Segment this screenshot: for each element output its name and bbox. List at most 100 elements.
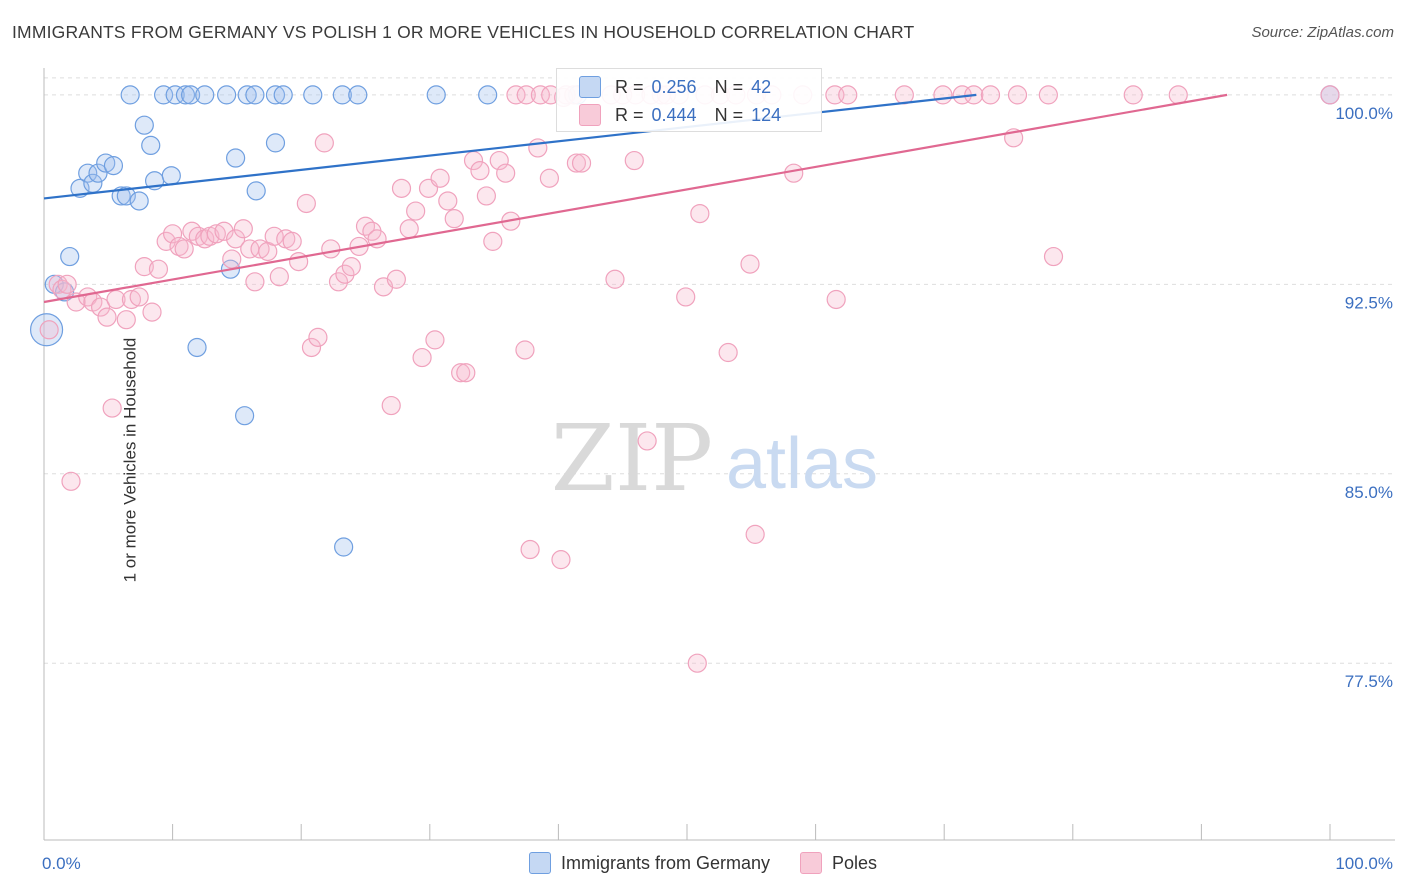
stats-r-label: R =: [615, 104, 644, 125]
poles-point: [539, 168, 559, 188]
x-tick-labels: 0.0% 100.0%: [42, 854, 1393, 873]
poles-point: [516, 85, 536, 105]
legend-swatch-germany: [528, 852, 551, 874]
y-tick-label: 85.0%: [1345, 483, 1393, 502]
poles-point: [328, 272, 349, 292]
germany-trend-line: [43, 93, 977, 200]
poles-point: [425, 330, 445, 350]
chart-legend: Immigrants from Germany Poles: [0, 852, 1406, 874]
poles-point: [838, 85, 858, 105]
poles-point: [438, 191, 458, 211]
germany-point: [96, 153, 116, 173]
poles-point: [566, 153, 587, 173]
poles-point: [245, 272, 265, 292]
poles-point: [470, 161, 490, 181]
germany-point: [181, 85, 201, 105]
poles-point: [1038, 85, 1058, 105]
poles-trend-line: [43, 93, 1228, 304]
y-tick-label: 77.5%: [1345, 672, 1393, 691]
poles-point: [214, 221, 234, 241]
poles-point: [430, 168, 450, 188]
poles-point: [451, 363, 471, 383]
stats-row-poles: R = 0.444 N = 124: [579, 101, 781, 129]
germany-point: [103, 156, 124, 176]
poles-point: [676, 287, 696, 307]
poles-point: [1320, 85, 1340, 105]
poles-point: [269, 267, 289, 287]
stats-n-value-poles: 124: [751, 104, 782, 125]
germany-point: [29, 313, 64, 347]
watermark-zip: ZIP: [551, 405, 713, 512]
poles-point: [745, 524, 765, 544]
stats-swatch-poles: [579, 104, 601, 126]
series-poles-points: [39, 85, 1340, 673]
x-tick-label: 0.0%: [42, 854, 81, 873]
germany-point: [60, 246, 80, 267]
poles-point: [296, 193, 316, 214]
y-tick-label: 100.0%: [1335, 104, 1393, 123]
poles-point: [1168, 85, 1188, 105]
poles-point: [335, 264, 355, 284]
germany-point: [303, 85, 323, 105]
poles-point: [250, 239, 270, 259]
poles-point: [386, 269, 406, 289]
source-label: Source: ZipAtlas.com: [1251, 24, 1394, 41]
legend-label-poles: Poles: [832, 852, 878, 873]
germany-point: [187, 337, 207, 358]
poles-point: [116, 310, 136, 330]
poles-point: [515, 340, 535, 360]
germany-point: [246, 181, 266, 201]
y-axis-label: 1 or more Vehicles in Household: [120, 337, 140, 583]
poles-point: [406, 201, 426, 221]
poles-point: [341, 257, 361, 277]
stats-legend-box: R = 0.256 N = 42 R = 0.444 N = 124: [556, 68, 822, 132]
germany-point: [217, 85, 237, 105]
poles-point: [156, 231, 176, 251]
poles-point: [489, 150, 509, 171]
poles-point: [624, 150, 644, 171]
poles-point: [444, 209, 464, 229]
poles-point: [826, 289, 846, 310]
germany-point: [195, 85, 215, 105]
poles-point: [282, 231, 302, 251]
poles-point: [1123, 85, 1143, 105]
poles-point: [1043, 246, 1064, 267]
poles-point: [97, 307, 117, 327]
stats-r-value-poles: 0.444: [651, 104, 697, 125]
germany-point: [332, 85, 352, 105]
germany-point: [88, 163, 108, 183]
poles-point: [195, 229, 215, 249]
poles-point: [148, 259, 169, 279]
legend-item-poles[interactable]: Poles: [800, 852, 877, 874]
poles-point: [483, 231, 503, 251]
germany-point: [129, 191, 149, 211]
poles-point: [61, 471, 81, 491]
poles-point: [456, 363, 476, 383]
poles-point: [169, 236, 189, 257]
poles-point: [605, 269, 625, 289]
poles-point: [121, 289, 142, 310]
poles-point: [381, 395, 401, 416]
poles-point: [301, 337, 322, 358]
germany-point: [161, 166, 181, 186]
germany-point: [120, 85, 140, 105]
poles-point: [355, 216, 376, 236]
poles-point: [530, 85, 550, 105]
germany-point: [134, 115, 154, 135]
germany-point: [235, 406, 255, 426]
germany-point: [265, 85, 286, 105]
poles-point: [520, 539, 540, 560]
poles-point: [506, 85, 526, 105]
poles-point: [784, 163, 804, 183]
stats-r-value-germany: 0.256: [651, 76, 697, 97]
poles-point: [687, 653, 707, 673]
watermark: ZIP atlas: [551, 405, 878, 512]
legend-item-germany[interactable]: Immigrants from Germany: [528, 852, 770, 874]
poles-point: [90, 297, 111, 317]
germany-point: [348, 85, 368, 105]
germany-point: [273, 85, 293, 105]
poles-point: [321, 239, 341, 259]
poles-point: [233, 219, 253, 239]
chart-title: IMMIGRANTS FROM GERMANY VS POLISH 1 OR M…: [12, 22, 915, 42]
